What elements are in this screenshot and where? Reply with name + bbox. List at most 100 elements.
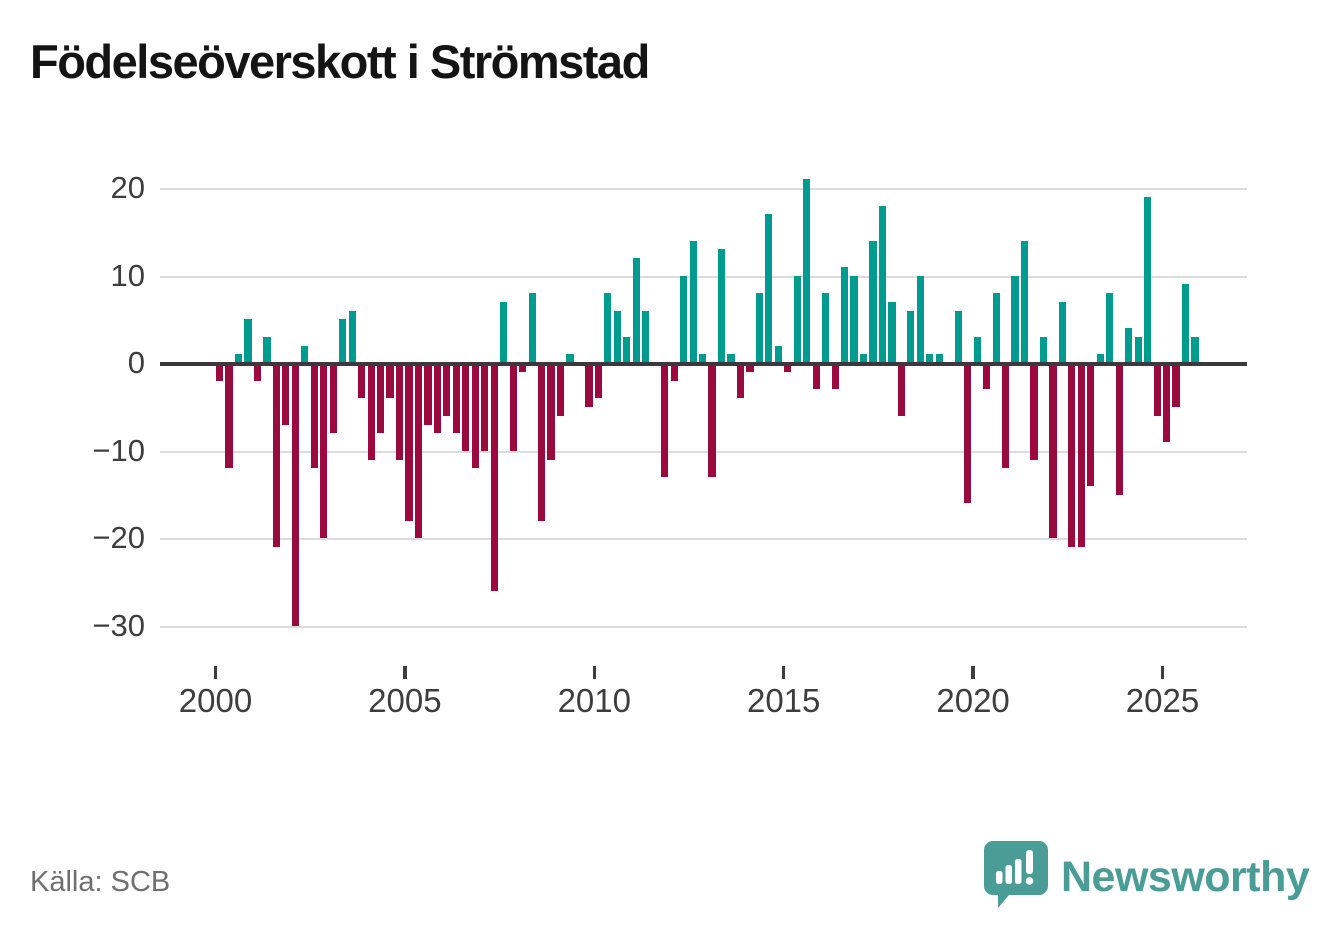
bar-2018-Q4	[926, 354, 934, 364]
bar-2002-Q4	[320, 363, 328, 539]
bar-2015-Q4	[812, 363, 820, 390]
bar-2003-Q2	[339, 319, 347, 364]
bar-2014-Q3	[765, 214, 773, 364]
bar-2017-Q1	[859, 354, 868, 364]
bar-2010-Q1	[594, 363, 602, 399]
bar-2021-Q2	[1020, 240, 1029, 364]
bar-2009-Q1	[556, 363, 565, 416]
bar-2005-Q2	[414, 363, 423, 539]
bar-2010-Q3	[613, 310, 621, 364]
bar-2008-Q2	[528, 293, 536, 364]
bar-2003-Q3	[348, 310, 356, 364]
bar-2003-Q1	[329, 363, 337, 434]
bar-2016-Q2	[831, 363, 839, 390]
bar-2010-Q2	[604, 293, 612, 364]
bar-2015-Q2	[793, 275, 801, 364]
bar-2024-Q4	[1153, 363, 1161, 416]
bar-2021-Q3	[1030, 363, 1038, 460]
bar-2005-Q3	[424, 363, 432, 425]
bar-2007-Q4	[509, 363, 517, 451]
y-axis-label-−20: −20	[92, 520, 145, 556]
bar-2023-Q4	[1115, 363, 1123, 495]
chart-title: Födelseöverskott i Strömstad	[30, 35, 650, 88]
bar-2001-Q3	[272, 363, 280, 548]
bar-2001-Q1	[253, 363, 262, 381]
bar-2013-Q4	[736, 363, 745, 399]
bar-2008-Q3	[537, 363, 546, 521]
bar-2015-Q1	[784, 363, 792, 372]
bar-2020-Q4	[1002, 363, 1010, 469]
bar-2013-Q1	[708, 363, 716, 478]
bar-2004-Q4	[395, 363, 404, 460]
bar-2006-Q2	[452, 363, 460, 434]
bar-2022-Q1	[1049, 363, 1057, 539]
bar-2019-Q3	[954, 310, 962, 364]
bar-2000-Q4	[244, 319, 252, 364]
bar-2007-Q1	[481, 363, 489, 451]
bar-2023-Q3	[1106, 293, 1114, 364]
x-axis-label-2020: 2020	[936, 682, 1010, 719]
newsworthy-logo-icon	[983, 840, 1049, 915]
brand-footer: Newsworthy	[983, 840, 1310, 915]
bar-2002-Q1	[291, 363, 299, 626]
x-axis-tick-2000	[213, 666, 218, 679]
bar-2017-Q4	[888, 301, 896, 364]
bar-2006-Q4	[471, 363, 479, 469]
bar-2023-Q1	[1087, 363, 1095, 486]
y-axis-label-20: 20	[110, 170, 145, 205]
plot-area: 20 10 0 −10 −20 −30	[92, 170, 1247, 643]
bar-2004-Q2	[376, 363, 385, 434]
x-axis-label-2025: 2025	[1125, 682, 1200, 719]
bar-2025-Q3	[1181, 284, 1190, 364]
x-axis-tick-2005	[403, 666, 407, 679]
bar-2019-Q4	[964, 363, 972, 504]
gridline-10	[160, 275, 1247, 278]
bar-2018-Q1	[897, 363, 906, 416]
x-axis-label-2015: 2015	[746, 682, 821, 719]
bar-2012-Q2	[680, 275, 688, 364]
bar-2014-Q4	[774, 345, 782, 364]
x-axis-label-2005: 2005	[368, 682, 442, 719]
bar-2001-Q4	[282, 363, 290, 425]
bar-2021-Q4	[1039, 336, 1048, 364]
bar-2013-Q2	[717, 249, 726, 364]
bar-2013-Q3	[727, 354, 735, 364]
source-label: Källa: SCB	[30, 866, 171, 898]
bar-2020-Q1	[973, 336, 981, 364]
x-axis-label-2000: 2000	[178, 682, 253, 719]
bar-2018-Q2	[907, 310, 915, 364]
bar-2012-Q3	[689, 240, 697, 364]
bar-2017-Q3	[878, 205, 887, 364]
bar-2024-Q1	[1125, 328, 1133, 364]
x-axis-tick-2010	[592, 666, 597, 679]
x-axis-tick-2015	[781, 666, 786, 679]
bar-2006-Q1	[443, 363, 451, 416]
y-axis-label-−30: −30	[92, 608, 145, 643]
bar-2008-Q1	[519, 363, 527, 372]
brand-wordmark: Newsworthy	[1061, 852, 1310, 901]
bar-2000-Q2	[225, 363, 233, 469]
bar-2001-Q2	[263, 336, 271, 364]
bar-2021-Q1	[1011, 275, 1019, 364]
bar-2025-Q2	[1172, 363, 1180, 407]
bar-2025-Q4	[1191, 336, 1199, 364]
bar-2011-Q1	[632, 258, 640, 364]
bar-2022-Q2	[1058, 301, 1067, 364]
bar-2007-Q2	[490, 363, 498, 591]
bar-2020-Q3	[992, 293, 1000, 364]
bar-2006-Q3	[462, 363, 470, 451]
bar-2007-Q3	[500, 301, 508, 364]
bar-2008-Q4	[547, 363, 555, 460]
gridline--10	[160, 450, 1247, 453]
bar-2011-Q4	[661, 363, 669, 478]
bar-2000-Q1	[216, 363, 224, 381]
bar-2000-Q3	[234, 354, 243, 364]
bar-2003-Q4	[358, 363, 366, 399]
bar-2005-Q1	[405, 363, 413, 521]
bar-2012-Q1	[670, 363, 678, 381]
bar-2009-Q4	[585, 363, 593, 407]
bar-2005-Q4	[433, 363, 441, 434]
bar-2017-Q2	[869, 240, 877, 364]
bar-2024-Q2	[1134, 336, 1142, 364]
y-axis-label-−10: −10	[92, 432, 145, 468]
